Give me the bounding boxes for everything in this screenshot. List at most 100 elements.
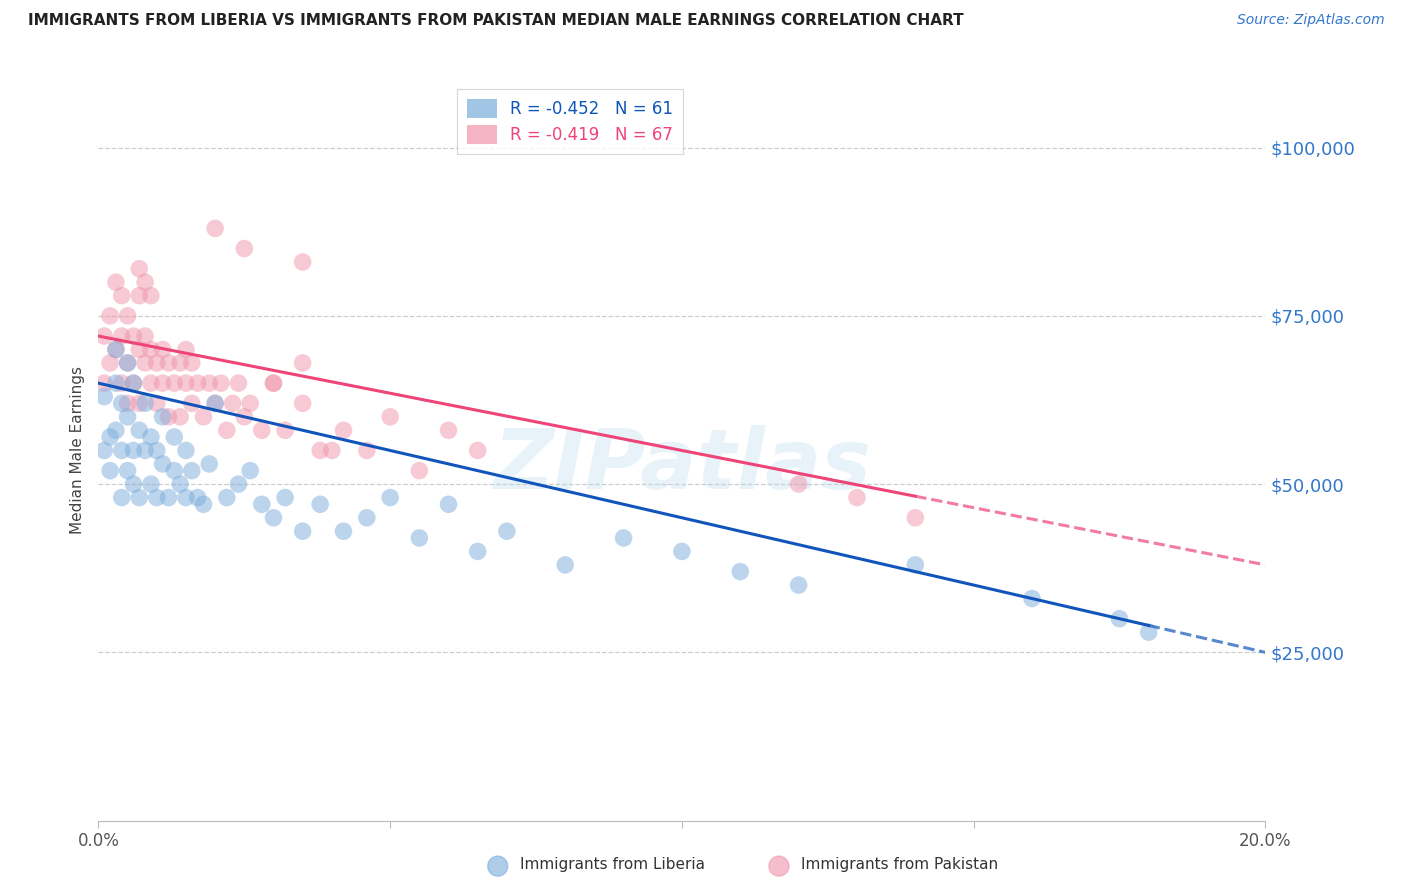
Point [128, 261, 150, 276]
Point [904, 558, 927, 572]
Point [111, 491, 134, 505]
Point [291, 396, 314, 410]
Point [128, 396, 150, 410]
Point [787, 477, 810, 491]
Point [169, 409, 191, 424]
Point [612, 531, 634, 545]
Point [139, 343, 162, 357]
Point [169, 477, 191, 491]
Point [291, 255, 314, 269]
Point [356, 443, 378, 458]
Text: Source: ZipAtlas.com: Source: ZipAtlas.com [1237, 13, 1385, 28]
Point [139, 376, 162, 391]
Point [98, 464, 121, 478]
Point [174, 343, 197, 357]
Point [104, 343, 127, 357]
Point [332, 524, 354, 539]
Text: Immigrants from Liberia: Immigrants from Liberia [520, 857, 706, 872]
Point [104, 423, 127, 437]
Point [98, 430, 121, 444]
Point [139, 430, 162, 444]
Point [198, 376, 221, 391]
Point [163, 464, 186, 478]
Point [250, 423, 273, 437]
Point [98, 356, 121, 370]
Point [146, 356, 169, 370]
Point [98, 309, 121, 323]
Point [93, 376, 115, 391]
Point [104, 376, 127, 391]
Point [250, 497, 273, 511]
Point [187, 376, 209, 391]
Point [134, 275, 156, 289]
Point [1108, 612, 1130, 626]
Point [152, 457, 174, 471]
Point [408, 531, 430, 545]
Point [134, 329, 156, 343]
Point [93, 443, 115, 458]
Point [152, 343, 174, 357]
Point [309, 497, 332, 511]
Point [104, 343, 127, 357]
Point [128, 288, 150, 302]
Point [1137, 625, 1160, 640]
Point [122, 477, 145, 491]
Point [146, 396, 169, 410]
Point [163, 376, 186, 391]
Point [846, 491, 869, 505]
Point [111, 443, 134, 458]
Point [180, 356, 202, 370]
Point [146, 491, 169, 505]
Text: IMMIGRANTS FROM LIBERIA VS IMMIGRANTS FROM PAKISTAN MEDIAN MALE EARNINGS CORRELA: IMMIGRANTS FROM LIBERIA VS IMMIGRANTS FR… [28, 13, 963, 29]
Point [380, 409, 402, 424]
Point [239, 396, 262, 410]
Point [467, 544, 489, 558]
Point [262, 376, 284, 391]
Point [356, 510, 378, 524]
Point [787, 578, 810, 592]
Point [134, 396, 156, 410]
Point [274, 491, 297, 505]
Point [228, 376, 250, 391]
Point [134, 356, 156, 370]
Point [437, 497, 460, 511]
Circle shape [488, 856, 508, 876]
Point [274, 423, 297, 437]
Point [174, 491, 197, 505]
Point [117, 356, 139, 370]
Point [122, 443, 145, 458]
Point [228, 477, 250, 491]
Point [180, 464, 202, 478]
Point [163, 430, 186, 444]
Point [187, 491, 209, 505]
Point [221, 396, 243, 410]
Point [152, 409, 174, 424]
Point [204, 396, 226, 410]
Point [215, 491, 238, 505]
Point [291, 356, 314, 370]
Point [408, 464, 430, 478]
Point [111, 288, 134, 302]
Point [128, 423, 150, 437]
Point [467, 443, 489, 458]
Point [157, 356, 180, 370]
Point [128, 491, 150, 505]
Point [174, 376, 197, 391]
Point [111, 329, 134, 343]
Text: ZIPatlas: ZIPatlas [494, 425, 870, 506]
Point [134, 443, 156, 458]
Point [437, 423, 460, 437]
Point [117, 396, 139, 410]
Point [122, 376, 145, 391]
Point [198, 457, 221, 471]
Point [554, 558, 576, 572]
Point [309, 443, 332, 458]
Point [139, 477, 162, 491]
Point [146, 443, 169, 458]
Point [111, 376, 134, 391]
Point [117, 409, 139, 424]
Y-axis label: Median Male Earnings: Median Male Earnings [69, 367, 84, 534]
Point [291, 524, 314, 539]
Point [321, 443, 343, 458]
Point [262, 376, 284, 391]
